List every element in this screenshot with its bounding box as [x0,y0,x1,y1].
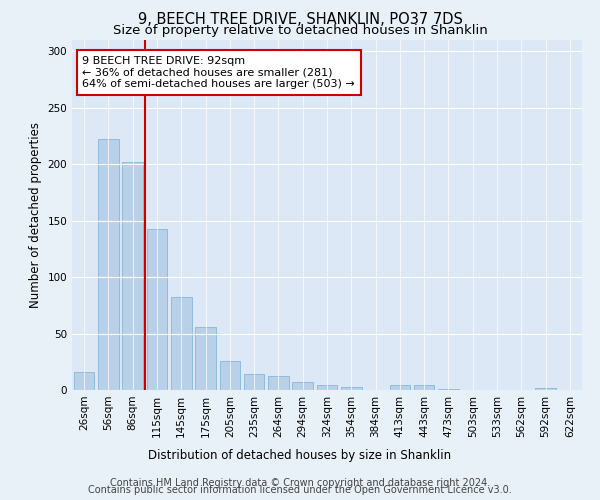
Text: Contains public sector information licensed under the Open Government Licence v3: Contains public sector information licen… [88,485,512,495]
Bar [220,360,240,390]
Bar [195,327,216,390]
Bar [171,298,191,390]
Bar [292,382,313,390]
Y-axis label: Number of detached properties: Number of detached properties [29,122,42,308]
Bar [98,140,119,390]
Bar [317,386,337,390]
Bar [414,386,434,390]
Bar [341,386,362,390]
Bar [146,228,167,390]
Bar [244,374,265,390]
Text: 9, BEECH TREE DRIVE, SHANKLIN, PO37 7DS: 9, BEECH TREE DRIVE, SHANKLIN, PO37 7DS [137,12,463,28]
Text: Distribution of detached houses by size in Shanklin: Distribution of detached houses by size … [148,450,452,462]
Bar [268,376,289,390]
Text: Contains HM Land Registry data © Crown copyright and database right 2024.: Contains HM Land Registry data © Crown c… [110,478,490,488]
Bar [535,388,556,390]
Bar [74,372,94,390]
Text: 9 BEECH TREE DRIVE: 92sqm
← 36% of detached houses are smaller (281)
64% of semi: 9 BEECH TREE DRIVE: 92sqm ← 36% of detac… [82,56,355,89]
Text: Size of property relative to detached houses in Shanklin: Size of property relative to detached ho… [113,24,487,37]
Bar [438,389,459,390]
Bar [122,162,143,390]
Bar [389,386,410,390]
